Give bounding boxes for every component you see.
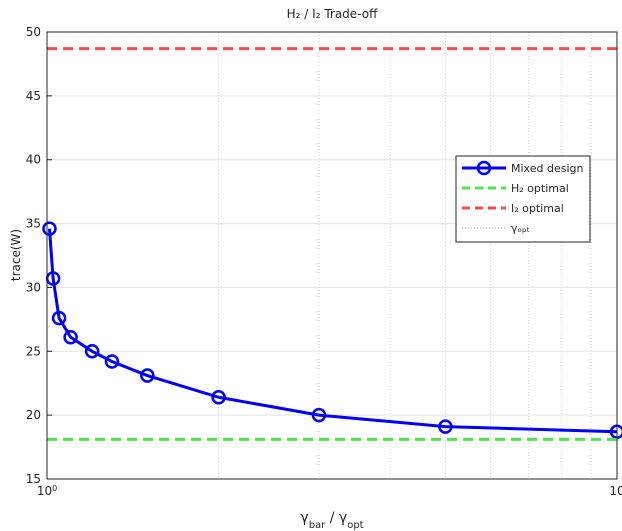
y-tick-label: 35 [26,217,41,231]
legend-label: γₒₚₜ [511,222,530,235]
data-point [42,221,57,236]
y-tick-label: 50 [26,25,41,39]
x-tick-exponent: 0 [52,484,57,493]
data-point [211,390,226,405]
y-tick-label: 15 [26,472,41,486]
data-point [84,344,100,359]
data-line [47,228,618,434]
plot-area [47,32,617,479]
legend-label: I₂ optimal [511,202,564,215]
legend-label: Mixed design [511,162,583,175]
y-tick-label: 30 [26,280,41,294]
x-label-part: opt [347,520,363,531]
legend-box [455,155,591,243]
data-point [104,354,120,369]
x-tick-base: 10 [37,484,52,498]
x-label-part: / γ [325,510,347,526]
data-point [438,419,453,434]
data-point [311,407,327,423]
y-tick-label: 45 [26,89,41,103]
x-tick-base: 10 [609,484,622,498]
x-label-part: bar [309,520,326,531]
x-label-part: γ [300,510,308,526]
axes-box [46,31,618,480]
legend-label: H₂ optimal [511,182,569,195]
y-axis-label: trace(W) [9,229,23,281]
y-tick-label: 20 [26,408,41,422]
data-point [63,329,78,345]
y-tick-label: 40 [26,153,41,167]
x-axis-label: γbar / γopt [300,510,363,531]
data-point [51,310,67,326]
x-tick-label: 10 [609,484,622,498]
legend-marker [476,160,492,176]
x-tick-label: 100 [37,484,57,499]
data-point [140,368,155,383]
y-tick-label: 25 [26,344,41,358]
chart-title: H₂ / I₂ Trade-off [287,7,378,21]
